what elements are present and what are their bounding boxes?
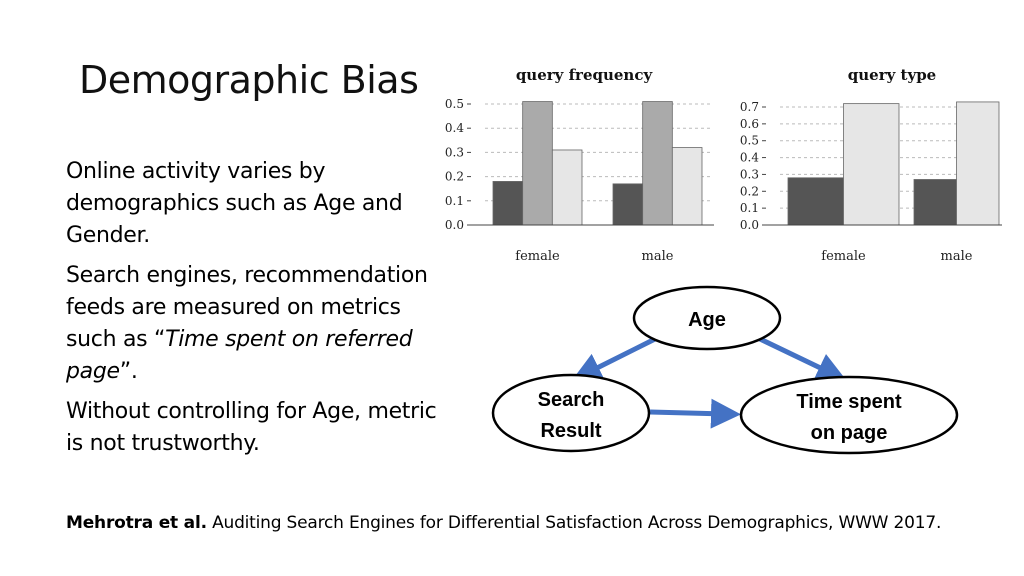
chart-title: query frequency	[516, 66, 654, 84]
node-search-label-2: Result	[540, 420, 601, 442]
x-tick-label: female	[515, 249, 560, 264]
chart-title: query type	[848, 66, 936, 84]
bullet-trustworthy: Without controlling for Age, metric is n…	[66, 399, 437, 456]
node-time-spent	[739, 375, 959, 455]
bullet-metrics-suffix: ”.	[119, 359, 138, 384]
reference-authors: Mehrotra et al.	[66, 513, 207, 533]
causal-diagram: Age Search Result Time spent on page	[478, 280, 978, 480]
arrow-age-to-time	[758, 336, 847, 382]
bar	[843, 103, 900, 226]
y-tick-label: 0.6	[740, 117, 759, 131]
bar	[787, 177, 844, 226]
x-tick-label: female	[821, 249, 866, 264]
bar	[671, 147, 703, 226]
x-tick-label: male	[642, 249, 674, 264]
reference-text: Auditing Search Engines for Differential…	[206, 513, 942, 533]
y-tick-label: 0.2	[445, 170, 464, 184]
y-tick-label: 0.5	[740, 134, 759, 148]
y-tick-label: 0.3	[740, 167, 759, 181]
bullet-list: Online activity varies by demographics s…	[66, 156, 446, 468]
node-time-label-2: on page	[811, 422, 888, 444]
node-age-label: Age	[688, 309, 726, 331]
reference-citation: Mehrotra et al. Auditing Search Engines …	[66, 508, 996, 538]
bullet-demographics: Online activity varies by demographics s…	[66, 159, 403, 248]
bar	[551, 149, 583, 226]
y-tick-label: 0.1	[740, 201, 759, 215]
y-tick-label: 0.2	[740, 184, 759, 198]
bar	[522, 101, 553, 226]
bar	[913, 179, 957, 226]
bar-charts: query frequency 0.0 0.1 0.2 0.3 0.4 0.5 female m…	[445, 66, 1002, 264]
y-tick-label: 0.4	[445, 121, 464, 135]
causal-diagram-svg: Age Search Result Time spent on page	[491, 285, 959, 455]
arrow-age-to-search	[571, 336, 657, 381]
node-search-label-1: Search	[538, 389, 605, 411]
y-tick-label: 0.7	[740, 100, 759, 114]
y-tick-label: 0.0	[445, 218, 464, 232]
bullet-metrics: Search engines, recommendation feeds are…	[66, 260, 446, 388]
bar	[612, 183, 644, 226]
bullet-metrics-italic: Time spent on referred page	[66, 327, 413, 384]
bar	[642, 101, 673, 226]
y-tick-label: 0.0	[740, 218, 759, 232]
slide-title: Demographic Bias	[79, 58, 419, 102]
bar	[492, 181, 524, 226]
node-time-label-1: Time spent	[796, 391, 902, 413]
y-tick-label: 0.4	[740, 151, 759, 165]
charts-area: query frequency 0.0 0.1 0.2 0.3 0.4 0.5 female m…	[428, 55, 1024, 275]
y-tick-label: 0.5	[445, 97, 464, 111]
bullet-metrics-prefix: Search engines, recommendation feeds are…	[66, 263, 428, 352]
arrow-search-to-time	[649, 398, 741, 429]
x-tick-label: male	[941, 249, 973, 264]
y-tick-label: 0.3	[445, 145, 464, 159]
y-tick-label: 0.1	[445, 194, 464, 208]
node-search-result	[491, 373, 651, 453]
bar	[956, 101, 1000, 226]
node-age	[632, 285, 782, 351]
